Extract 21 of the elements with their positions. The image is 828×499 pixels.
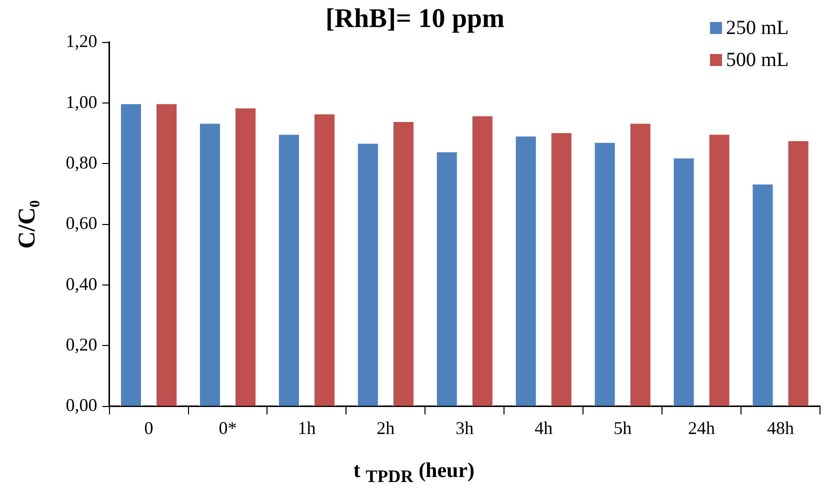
y-tick-label: 0,60 xyxy=(66,213,98,234)
legend-label: 250 mL xyxy=(726,16,789,40)
y-axis-title: C/C₀ xyxy=(14,200,41,249)
y-tick-label: 1,20 xyxy=(66,31,98,52)
x-tick-label: 0 xyxy=(144,418,154,438)
x-tick-label: 48h xyxy=(767,418,794,438)
y-tick-label: 0,80 xyxy=(66,152,98,172)
x-tick-label: 3h xyxy=(456,418,474,438)
x-tick-label: 24h xyxy=(688,418,716,438)
y-tick-label: 0,00 xyxy=(66,395,98,416)
x-tick-label: 5h xyxy=(614,418,632,438)
x-axis-title: t $_{TPDR}$ (heur) xyxy=(352,458,476,488)
legend-label: 500 mL xyxy=(726,48,789,72)
x-tick-label: 2h xyxy=(376,418,395,438)
y-tick-label: 0,40 xyxy=(66,274,98,294)
x-tick-label: 0* xyxy=(218,418,237,438)
x-tick-label: 1h xyxy=(298,418,316,438)
chart-title: [RhB]= 10 ppm xyxy=(326,3,505,34)
y-tick-label: 1,00 xyxy=(66,92,98,112)
x-tick-label: 4h xyxy=(534,418,553,438)
y-tick-label: 0,20 xyxy=(66,334,98,354)
